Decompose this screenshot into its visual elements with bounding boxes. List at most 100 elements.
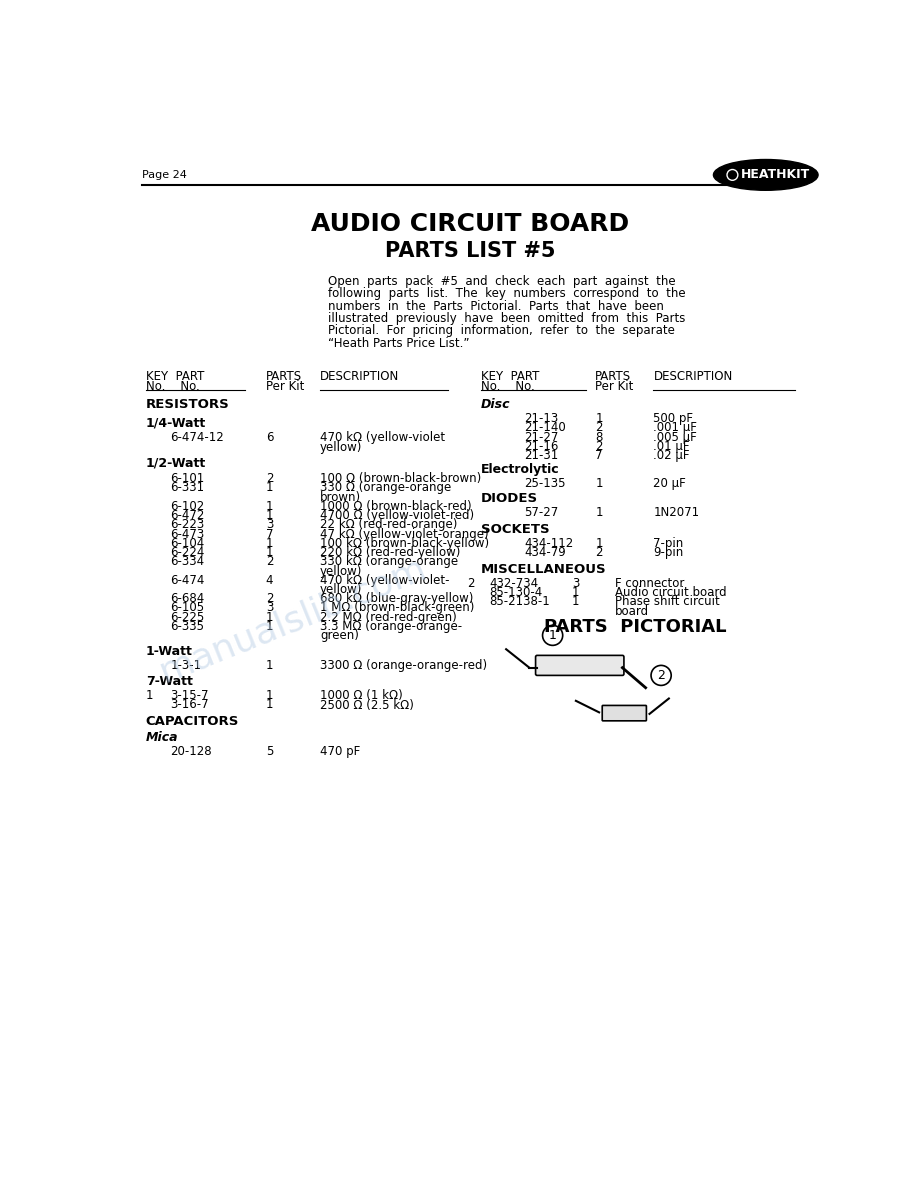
Text: 1: 1: [572, 586, 579, 599]
Text: 21-13: 21-13: [524, 412, 558, 425]
Text: 6-474: 6-474: [171, 574, 205, 587]
Text: No.    No.: No. No.: [480, 380, 534, 393]
Text: MISCELLANEOUS: MISCELLANEOUS: [480, 563, 606, 576]
Text: 2: 2: [657, 669, 665, 682]
Text: 22 kΩ (red-red-orange): 22 kΩ (red-red-orange): [320, 518, 457, 531]
Text: 470 kΩ (yellow-violet-: 470 kΩ (yellow-violet-: [320, 574, 450, 587]
Text: 57-27: 57-27: [524, 506, 558, 519]
Text: Open  parts  pack  #5  and  check  each  part  against  the: Open parts pack #5 and check each part a…: [328, 274, 676, 287]
Text: DESCRIPTION: DESCRIPTION: [654, 369, 733, 383]
Text: 470 pF: 470 pF: [320, 745, 361, 758]
Text: 1-3-1: 1-3-1: [171, 659, 202, 672]
Text: “Heath Parts Price List.”: “Heath Parts Price List.”: [328, 336, 469, 349]
Text: Mica: Mica: [146, 731, 178, 744]
Text: following  parts  list.  The  key  numbers  correspond  to  the: following parts list. The key numbers co…: [328, 287, 686, 301]
Text: 3300 Ω (orange-orange-red): 3300 Ω (orange-orange-red): [320, 659, 487, 672]
Text: board: board: [615, 605, 649, 618]
Text: PARTS LIST #5: PARTS LIST #5: [386, 241, 555, 261]
Text: 1: 1: [266, 510, 274, 522]
Text: 1N2071: 1N2071: [654, 506, 700, 519]
Text: 6-102: 6-102: [171, 500, 205, 513]
Text: 6-472: 6-472: [171, 510, 205, 522]
Text: F connector: F connector: [615, 577, 684, 589]
Text: 3: 3: [266, 518, 274, 531]
Text: 6-473: 6-473: [171, 527, 205, 541]
Text: DESCRIPTION: DESCRIPTION: [320, 369, 399, 383]
Ellipse shape: [713, 159, 818, 190]
Text: 21-27: 21-27: [524, 430, 558, 443]
Text: 5: 5: [266, 745, 274, 758]
Text: 8: 8: [595, 430, 602, 443]
Text: 85-130-4: 85-130-4: [489, 586, 543, 599]
Text: manualslib.com: manualslib.com: [154, 551, 431, 689]
Text: 6-224: 6-224: [171, 546, 205, 560]
Text: 6-101: 6-101: [171, 472, 205, 485]
Text: 470 kΩ (yellow-violet: 470 kΩ (yellow-violet: [320, 430, 445, 443]
Text: yellow): yellow): [320, 441, 363, 454]
Text: CAPACITORS: CAPACITORS: [146, 715, 239, 728]
Text: Pictorial.  For  pricing  information,  refer  to  the  separate: Pictorial. For pricing information, refe…: [328, 324, 675, 337]
Text: 6-684: 6-684: [171, 593, 205, 605]
Text: 1: 1: [266, 699, 274, 712]
Text: 3-16-7: 3-16-7: [171, 699, 209, 712]
Text: 21-140: 21-140: [524, 422, 565, 435]
Text: HEATHKIT: HEATHKIT: [741, 169, 811, 182]
FancyBboxPatch shape: [602, 706, 646, 721]
Text: 21-16: 21-16: [524, 440, 558, 453]
Text: 6: 6: [266, 430, 274, 443]
Text: 6-223: 6-223: [171, 518, 205, 531]
Text: Phase shift circuit: Phase shift circuit: [615, 595, 720, 608]
Text: 100 Ω (brown-black-brown): 100 Ω (brown-black-brown): [320, 472, 481, 485]
Text: illustrated  previously  have  been  omitted  from  this  Parts: illustrated previously have been omitted…: [328, 312, 685, 326]
Text: 500 pF: 500 pF: [654, 412, 693, 425]
Text: 2: 2: [266, 593, 274, 605]
Text: 4: 4: [266, 574, 274, 587]
Text: 2: 2: [266, 472, 274, 485]
Text: 680 kΩ (blue-gray-yellow): 680 kΩ (blue-gray-yellow): [320, 593, 474, 605]
Text: .001 μF: .001 μF: [654, 422, 698, 435]
Text: 20-128: 20-128: [171, 745, 212, 758]
Text: yellow): yellow): [320, 564, 363, 577]
Text: brown): brown): [320, 491, 362, 504]
Text: 6-335: 6-335: [171, 620, 205, 633]
Text: Page 24: Page 24: [142, 170, 186, 179]
Text: 100 kΩ (brown-black-yellow): 100 kΩ (brown-black-yellow): [320, 537, 489, 550]
Text: RESISTORS: RESISTORS: [146, 398, 230, 411]
Text: 220 kΩ (red-red-yellow): 220 kΩ (red-red-yellow): [320, 546, 461, 560]
Text: .005 μF: .005 μF: [654, 430, 697, 443]
Text: 3.3 MΩ (orange-orange-: 3.3 MΩ (orange-orange-: [320, 620, 463, 633]
Text: 6-225: 6-225: [171, 611, 205, 624]
Text: 434-112: 434-112: [524, 537, 573, 550]
Text: 7-Watt: 7-Watt: [146, 676, 193, 688]
Text: 1/4-Watt: 1/4-Watt: [146, 417, 206, 430]
Text: PARTS  PICTORIAL: PARTS PICTORIAL: [544, 619, 727, 637]
Text: PARTS: PARTS: [595, 369, 632, 383]
Text: PARTS: PARTS: [266, 369, 302, 383]
Text: 1: 1: [266, 500, 274, 513]
Text: KEY  PART: KEY PART: [480, 369, 539, 383]
Text: 1: 1: [549, 628, 556, 642]
Text: 330 kΩ (orange-orange: 330 kΩ (orange-orange: [320, 555, 458, 568]
Text: 1-Watt: 1-Watt: [146, 645, 193, 658]
Text: 1: 1: [595, 537, 603, 550]
Text: 47 kΩ (yellow-violet-orange): 47 kΩ (yellow-violet-orange): [320, 527, 488, 541]
Text: 432-734: 432-734: [489, 577, 538, 589]
Text: 2500 Ω (2.5 kΩ): 2500 Ω (2.5 kΩ): [320, 699, 414, 712]
Text: Per Kit: Per Kit: [266, 380, 304, 393]
Text: 1: 1: [266, 481, 274, 494]
Text: 6-331: 6-331: [171, 481, 205, 494]
Text: 330 Ω (orange-orange: 330 Ω (orange-orange: [320, 481, 452, 494]
Text: 7: 7: [266, 527, 274, 541]
Text: 6-104: 6-104: [171, 537, 205, 550]
Text: yellow): yellow): [320, 583, 363, 596]
Text: 25-135: 25-135: [524, 476, 565, 489]
Text: numbers  in  the  Parts  Pictorial.  Parts  that  have  been: numbers in the Parts Pictorial. Parts th…: [328, 299, 664, 312]
Text: 1: 1: [266, 659, 274, 672]
Text: Electrolytic: Electrolytic: [480, 463, 559, 476]
Text: 1000 Ω (brown-black-red): 1000 Ω (brown-black-red): [320, 500, 472, 513]
Text: 6-474-12: 6-474-12: [171, 430, 224, 443]
Text: .02 μF: .02 μF: [654, 449, 689, 462]
Text: 6-105: 6-105: [171, 601, 205, 614]
Text: 3: 3: [266, 601, 274, 614]
Text: 2.2 MΩ (red-red-green): 2.2 MΩ (red-red-green): [320, 611, 457, 624]
